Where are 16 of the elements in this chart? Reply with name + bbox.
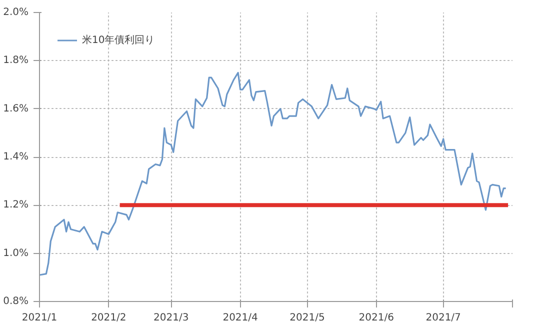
x-tick-label: 2021/4 xyxy=(222,312,258,324)
y-tick-label: 1.4% xyxy=(3,152,28,162)
line-series xyxy=(40,72,507,276)
y-tick-label: 2.0% xyxy=(3,7,28,18)
y-tick-label: 1.8% xyxy=(3,55,28,66)
y-tick-label: 1.0% xyxy=(3,248,28,259)
x-tick-label: 2021/7 xyxy=(426,312,461,324)
y-tick-label: 1.2% xyxy=(3,200,28,211)
legend-label: 米10年債利回り xyxy=(82,34,155,47)
x-tick-label: 2021/2 xyxy=(91,312,126,324)
x-tick-label: 2021/6 xyxy=(358,312,394,324)
y-tick-label: 1.6% xyxy=(3,103,28,114)
x-tick-label: 2021/1 xyxy=(22,312,58,324)
y-tick-label: 0.8% xyxy=(3,296,28,307)
x-tick-label: 2021/5 xyxy=(290,312,325,324)
x-tick-label: 2021/3 xyxy=(154,312,189,324)
